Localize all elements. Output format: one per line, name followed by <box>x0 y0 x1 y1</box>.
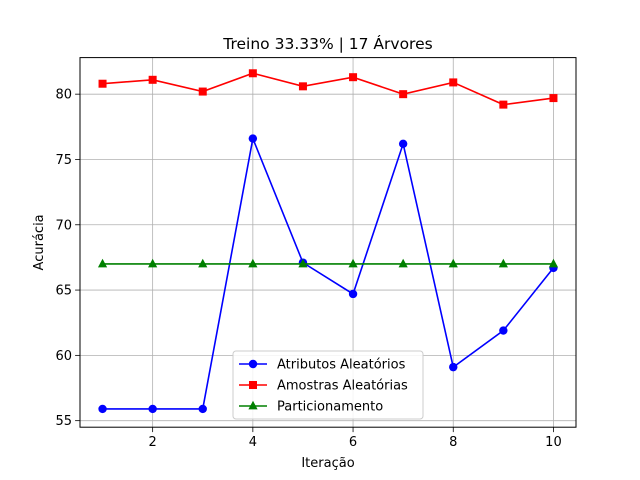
data-point <box>498 258 508 268</box>
legend-item: Atributos Aleatórios <box>239 358 406 373</box>
series-line <box>102 135 555 410</box>
data-point <box>198 404 207 414</box>
y-axis-label: Acurácia <box>32 214 47 270</box>
data-point <box>349 73 358 82</box>
series-layer <box>97 69 559 414</box>
series-triangle <box>97 258 559 268</box>
legend-marker <box>249 381 257 389</box>
y-tick-label: 80 <box>55 88 72 103</box>
data-point <box>298 82 307 91</box>
data-point <box>98 79 107 88</box>
plot-frame <box>79 57 577 428</box>
series-line <box>102 72 554 106</box>
legend-label: Particionamento <box>277 400 383 415</box>
legend-item: Particionamento <box>239 400 383 415</box>
data-point <box>449 78 458 87</box>
data-point <box>97 258 108 268</box>
legend-marker <box>248 359 258 369</box>
x-tick-label: 2 <box>149 435 157 450</box>
y-tick-label: 70 <box>55 218 72 233</box>
data-point <box>399 90 408 99</box>
data-point <box>298 258 308 268</box>
y-tick-label: 65 <box>55 284 72 299</box>
data-point <box>148 75 157 84</box>
y-tick-label: 60 <box>55 349 72 364</box>
y-tick-label: 55 <box>55 414 72 429</box>
data-point <box>398 258 408 268</box>
legend-label: Atributos Aleatórios <box>277 358 406 373</box>
data-point <box>248 69 257 78</box>
x-tick-label: 10 <box>545 435 562 450</box>
data-point <box>348 258 358 268</box>
x-axis-label: Iteração <box>301 456 354 471</box>
legend: Atributos Aleatórios Amostras Aleatórias P… <box>232 350 424 420</box>
data-point <box>148 258 158 268</box>
data-point <box>398 139 408 148</box>
chart-title: Treino 33.33% | 17 Árvores <box>222 34 432 53</box>
x-tick-label: 4 <box>249 435 257 450</box>
series-square <box>98 69 558 109</box>
legend-label: Amostras Aleatórias <box>277 379 408 394</box>
data-point <box>198 258 208 268</box>
legend-marker <box>248 400 258 410</box>
legend-box <box>232 350 424 420</box>
data-point <box>248 134 258 143</box>
data-point <box>98 404 107 414</box>
data-point <box>198 87 207 96</box>
grid-lines <box>80 57 576 428</box>
x-tick-label: 6 <box>349 435 357 450</box>
x-tick-label: 8 <box>449 435 457 450</box>
data-point <box>148 404 157 414</box>
data-point <box>499 326 508 335</box>
data-point <box>499 100 508 109</box>
data-point <box>549 94 558 103</box>
data-point <box>448 258 458 268</box>
data-point <box>548 258 559 268</box>
axis-ticks: 2 4 6 8 10 55 60 65 70 75 80 <box>55 88 561 451</box>
y-tick-label: 75 <box>55 153 72 168</box>
legend-item: Amostras Aleatórias <box>239 379 408 394</box>
data-point <box>449 362 458 372</box>
data-point <box>248 258 258 268</box>
data-point <box>348 289 358 299</box>
